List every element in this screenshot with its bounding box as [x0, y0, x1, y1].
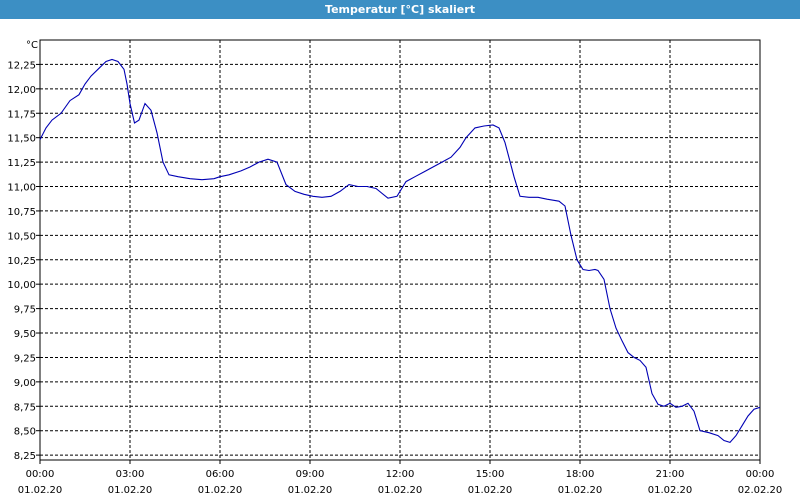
x-tick-time-label: 00:00: [26, 469, 55, 480]
y-tick-label: 10,25: [7, 256, 36, 267]
x-tick-time-label: 15:00: [476, 469, 505, 480]
y-tick-label: 11,25: [7, 158, 36, 169]
y-tick-label: 8,50: [14, 427, 36, 438]
x-tick-date-label: 02.02.20: [738, 485, 783, 496]
x-tick-date-label: 01.02.20: [288, 485, 333, 496]
y-tick-label: 9,75: [14, 305, 36, 316]
x-tick-time-label: 21:00: [656, 469, 685, 480]
x-tick-date-label: 01.02.20: [648, 485, 693, 496]
y-tick-label: 9,50: [14, 329, 36, 340]
temperature-series-line: [39, 58, 761, 444]
y-tick-label: 9,00: [14, 378, 36, 389]
x-tick-time-label: 03:00: [116, 469, 145, 480]
y-tick-label: 10,50: [7, 231, 36, 242]
x-tick-time-label: 06:00: [206, 469, 235, 480]
y-tick-label: 10,00: [7, 280, 36, 291]
x-tick-date-label: 01.02.20: [558, 485, 603, 496]
x-axis-ticks: 00:00 01.02.20 03:00 01.02.20 06:00 01.02.20 0…: [18, 460, 783, 496]
y-tick-label: 11,00: [7, 183, 36, 194]
x-tick-date-label: 01.02.20: [18, 485, 63, 496]
x-tick-date-label: 01.02.20: [468, 485, 513, 496]
x-tick-time-label: 12:00: [386, 469, 415, 480]
x-tick-date-label: 01.02.20: [198, 485, 243, 496]
y-tick-label: 12,25: [7, 60, 36, 71]
y-tick-label: 8,75: [14, 402, 36, 413]
x-tick-time-label: 09:00: [296, 469, 325, 480]
y-tick-label: 12,00: [7, 85, 36, 96]
y-axis-unit-label: °C: [26, 40, 38, 51]
y-tick-label: 10,75: [7, 207, 36, 218]
x-tick-date-label: 01.02.20: [378, 485, 423, 496]
chart-title-bar: Temperatur [°C] skaliert: [0, 0, 800, 19]
x-tick-time-label: 00:00: [746, 469, 775, 480]
y-tick-label: 9,25: [14, 353, 36, 364]
y-tick-label: 11,75: [7, 109, 36, 120]
y-axis-ticks: 8,25 8,50 8,75 9,00 9,25 9,50 9,75 10,00 10,25 10…: [7, 60, 40, 462]
x-tick-date-label: 01.02.20: [108, 485, 153, 496]
x-tick-time-label: 18:00: [566, 469, 595, 480]
y-tick-label: 8,25: [14, 451, 36, 462]
y-tick-label: 11,50: [7, 134, 36, 145]
grid-lines: [40, 40, 760, 460]
